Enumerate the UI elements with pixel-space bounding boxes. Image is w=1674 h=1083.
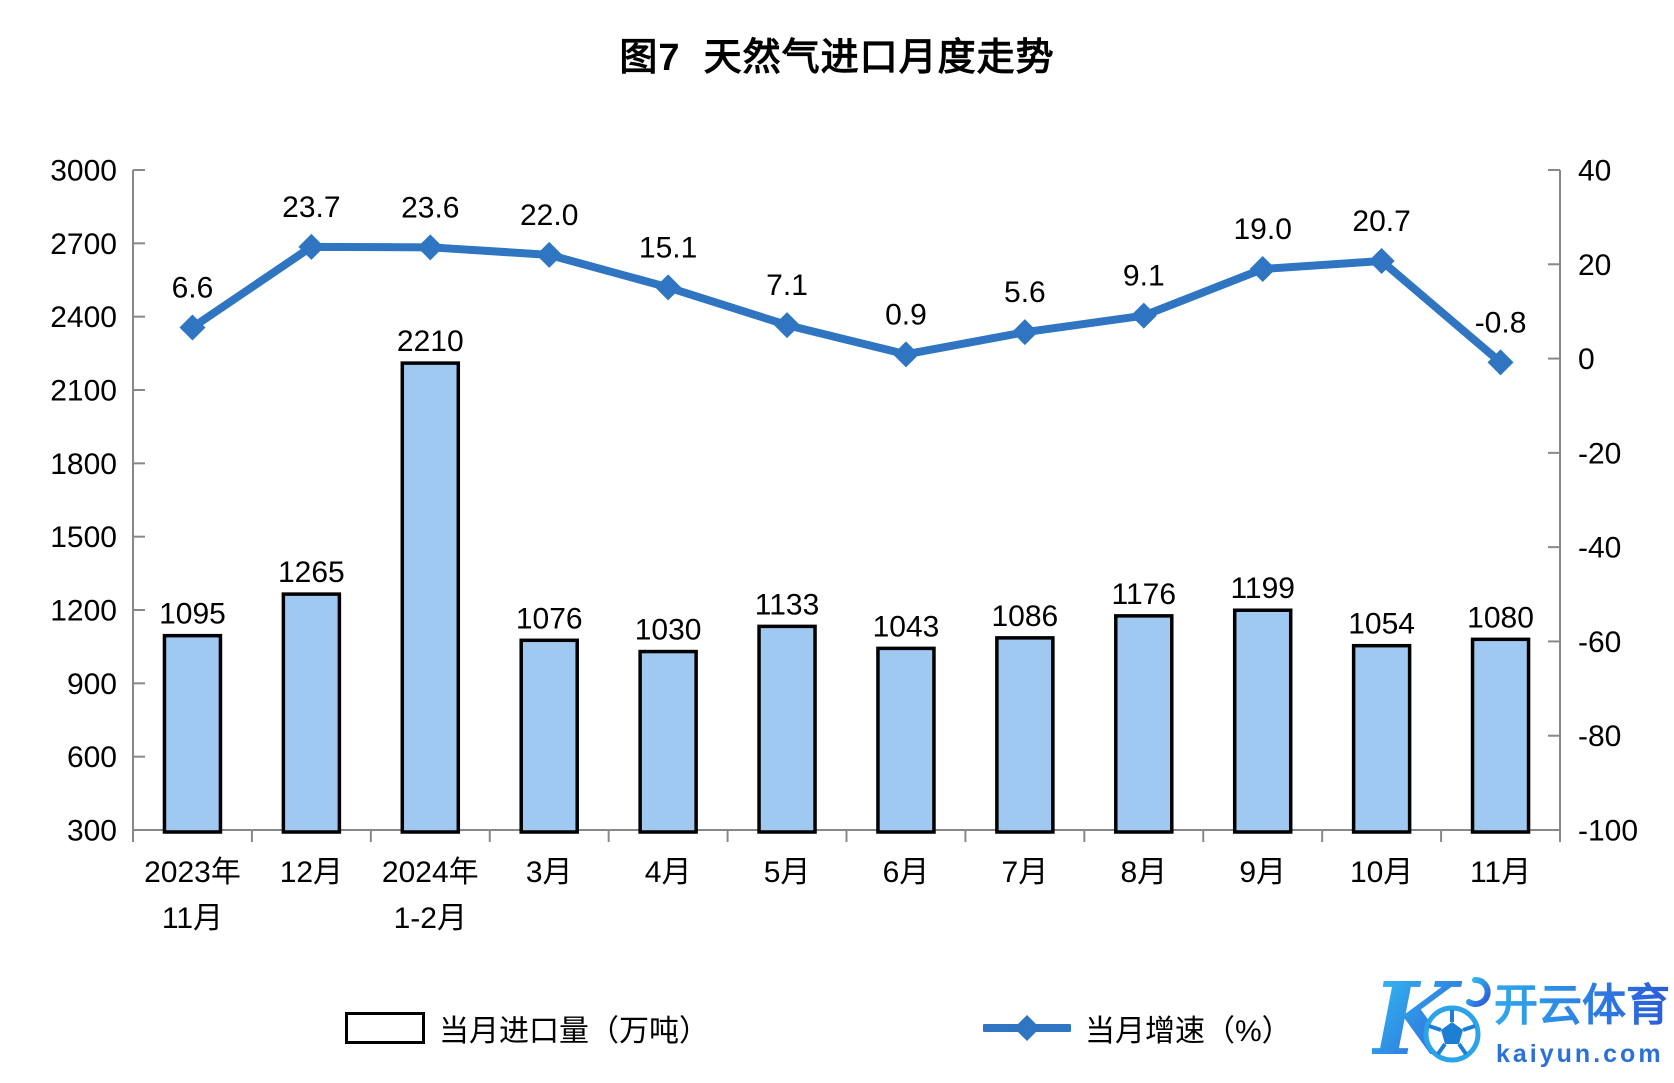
right-axis-tick-label: -40 [1578, 532, 1621, 565]
line-series-swatch [983, 1015, 1071, 1041]
line-value-label: 22.0 [520, 199, 578, 232]
bar [1470, 637, 1531, 834]
brand-name-text: 开云体育 [1494, 981, 1670, 1030]
bar [995, 636, 1055, 834]
line-marker [1249, 256, 1276, 282]
x-category-label: 12月 [280, 856, 343, 889]
line-marker [417, 234, 444, 261]
x-category-label: 5月 [764, 856, 811, 889]
bar [162, 633, 223, 834]
x-category-label: 9月 [1239, 856, 1286, 889]
right-axis-tick-label: -80 [1578, 720, 1621, 753]
left-axis-tick-label: 2700 [50, 228, 117, 261]
bar-value-label: 1076 [516, 602, 583, 635]
legend-item-growth: 当月增速（%） [983, 1002, 1292, 1054]
x-category-label: 3月 [526, 856, 573, 889]
soccer-ball-icon [1423, 1005, 1481, 1063]
line-marker [1130, 302, 1157, 329]
kaiyun-watermark-logo: K 开云体育 kaiyun.com [1372, 970, 1670, 1078]
left-axis-tick-label: 300 [67, 815, 117, 848]
bar-value-label: 1054 [1348, 608, 1415, 641]
right-axis-tick-label: 20 [1578, 249, 1611, 282]
line-marker [298, 233, 325, 260]
right-axis-tick-label: 40 [1578, 155, 1611, 188]
bar-series-swatch [345, 1012, 425, 1044]
chart-legend: 当月进口量（万吨） 当月增速（%） [0, 1002, 1674, 1054]
x-category-label: 7月 [1002, 856, 1049, 889]
right-axis-tick-label: 0 [1578, 343, 1595, 376]
bar-value-label: 1199 [1230, 572, 1295, 605]
line-marker [892, 341, 919, 368]
legend-item-imports: 当月进口量（万吨） [345, 1002, 709, 1054]
logo-swirl [1466, 977, 1491, 1007]
x-category-label: 6月 [883, 856, 930, 889]
bar [281, 592, 342, 834]
bar-value-label: 1176 [1112, 578, 1177, 611]
right-axis-tick-label: -60 [1578, 626, 1621, 659]
bar [1114, 614, 1174, 834]
brand-domain-text: kaiyun.com [1496, 1040, 1664, 1068]
line-series [188, 242, 1505, 367]
right-axis-tick-label: -20 [1578, 437, 1621, 470]
bar-value-label: 1080 [1467, 601, 1534, 634]
bar [1232, 608, 1293, 834]
bar-value-label: 1043 [873, 610, 940, 643]
line-value-label: 23.6 [401, 191, 459, 224]
line-marker [1368, 247, 1395, 274]
bar-value-label: 2210 [397, 325, 464, 358]
bar-value-label: 1133 [755, 588, 820, 621]
line-series-label: 当月增速（%） [1085, 1015, 1292, 1048]
line-value-label: 6.6 [172, 271, 214, 304]
bar [1351, 643, 1412, 834]
line-marker [655, 274, 682, 301]
right-axis-tick-label: -100 [1578, 815, 1638, 848]
line-value-label: -0.8 [1475, 306, 1527, 339]
x-category-label: 2024年 1-2月 [382, 856, 479, 935]
line-value-label: 7.1 [766, 269, 808, 302]
line-value-label: 5.6 [1004, 276, 1046, 309]
line-value-label: 9.1 [1123, 260, 1165, 293]
left-axis-tick-label: 2100 [50, 375, 117, 408]
left-axis-tick-label: 2400 [50, 301, 117, 334]
line-value-label: 15.1 [639, 231, 697, 264]
bar-value-label: 1095 [159, 598, 226, 631]
line-marker [774, 312, 801, 339]
line-value-label: 19.0 [1234, 213, 1292, 246]
line-value-label: 23.7 [282, 191, 340, 224]
chart-title: 图7 天然气进口月度走势 [619, 37, 1055, 79]
left-axis-tick-label: 1800 [50, 448, 117, 481]
bar [519, 638, 579, 834]
line-marker [536, 241, 563, 268]
left-axis-tick-label: 1500 [50, 521, 117, 554]
line-marker [1011, 319, 1038, 346]
bar-value-label: 1030 [635, 614, 702, 647]
line-value-label: 20.7 [1352, 205, 1410, 238]
left-axis-tick-label: 3000 [50, 155, 117, 188]
bar-value-label: 1265 [278, 556, 345, 589]
x-category-label: 4月 [645, 856, 692, 889]
line-value-label: 0.9 [885, 298, 927, 331]
x-category-label: 8月 [1120, 856, 1167, 889]
left-axis-tick-label: 1200 [50, 595, 117, 628]
bar [400, 361, 461, 834]
x-category-label: 10月 [1350, 856, 1413, 889]
line-marker [1487, 349, 1514, 376]
bar [638, 649, 698, 834]
bar-series-label: 当月进口量（万吨） [439, 1015, 709, 1048]
left-axis-tick-label: 600 [67, 741, 117, 774]
x-category-label: 2023年 11月 [144, 856, 241, 935]
left-axis-tick-label: 900 [67, 668, 117, 701]
bar [876, 646, 936, 834]
bar-value-label: 1086 [992, 600, 1059, 633]
x-category-label: 11月 [1470, 856, 1531, 889]
bar [757, 624, 817, 834]
line-marker [179, 314, 206, 341]
